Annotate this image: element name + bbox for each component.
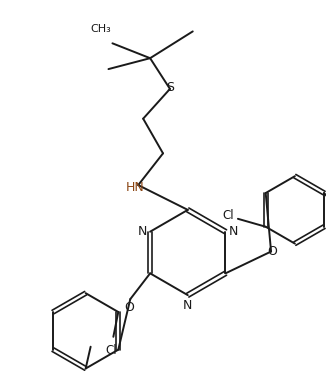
Text: Cl: Cl <box>222 209 234 222</box>
Text: Cl: Cl <box>106 344 117 357</box>
Text: N: N <box>229 225 238 238</box>
Text: O: O <box>124 301 134 314</box>
Text: N: N <box>137 225 147 238</box>
Text: CH₃: CH₃ <box>90 24 111 34</box>
Text: N: N <box>183 299 193 312</box>
Text: O: O <box>267 245 277 258</box>
Text: HN: HN <box>126 181 145 194</box>
Text: S: S <box>166 82 174 94</box>
